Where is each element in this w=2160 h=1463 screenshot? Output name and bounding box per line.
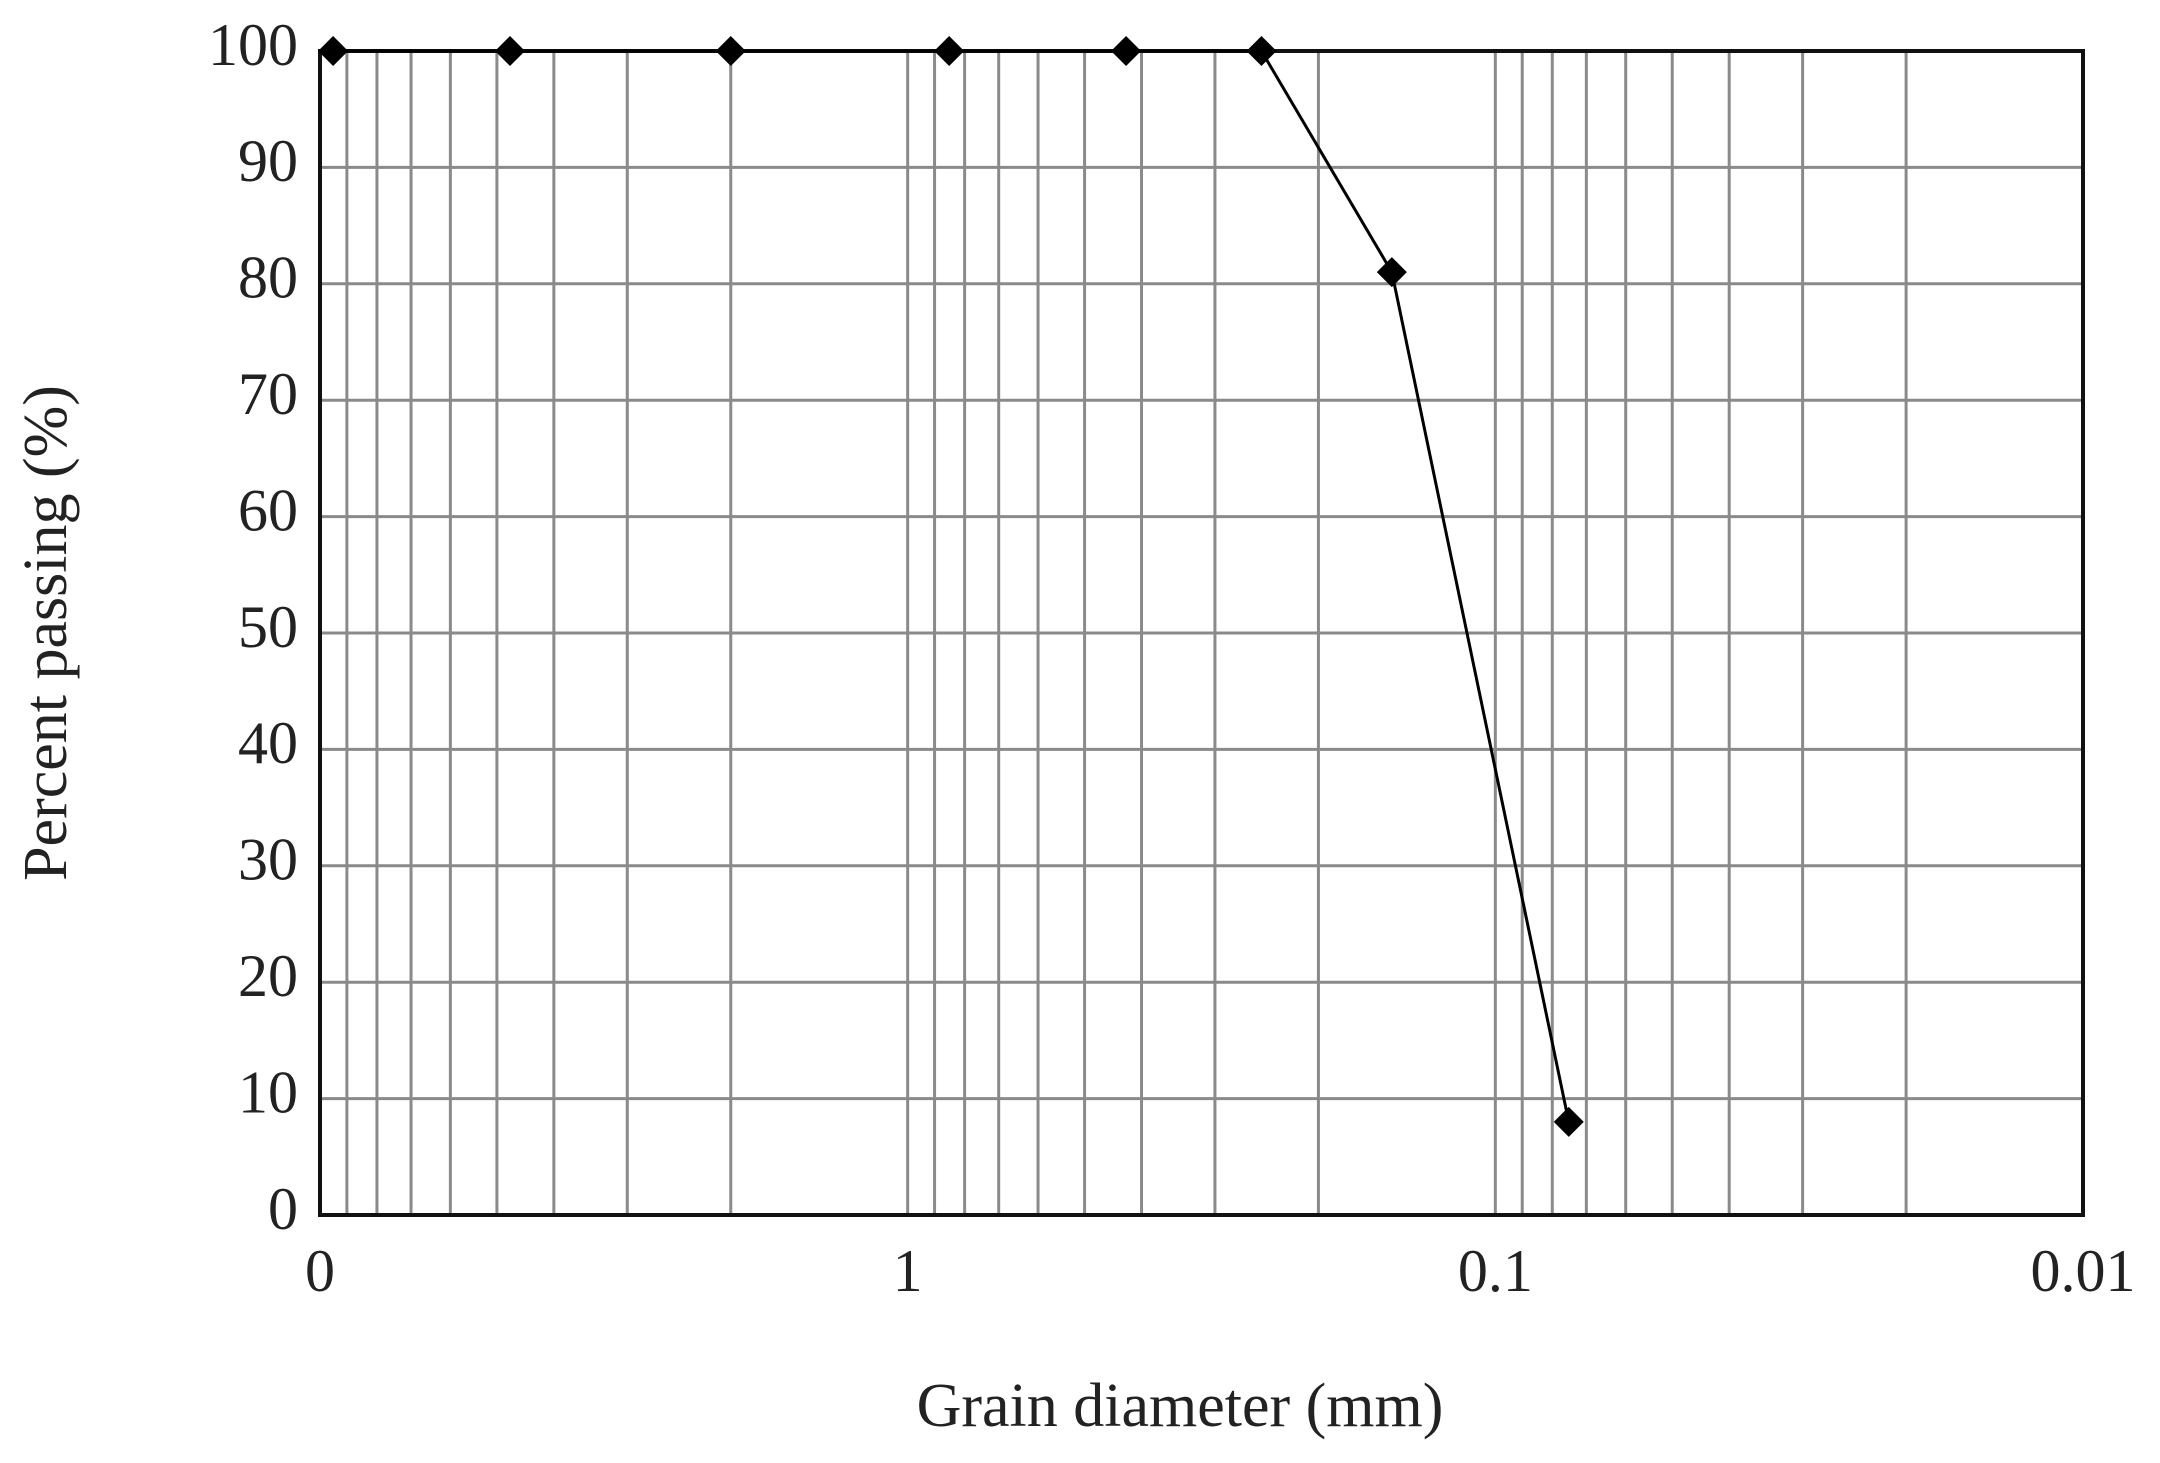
y-tick-label: 80 <box>238 245 298 311</box>
y-tick-label: 40 <box>238 710 298 776</box>
y-tick-label: 70 <box>238 361 298 427</box>
data-point <box>934 36 965 66</box>
data-point <box>715 36 746 66</box>
y-axis-title: Percent passing (%) <box>12 385 80 881</box>
y-tick-label: 30 <box>238 827 298 893</box>
x-axis-title: Grain diameter (mm) <box>917 1372 1444 1440</box>
data-point <box>494 36 525 66</box>
x-tick-label: 0.1 <box>1458 1238 1533 1304</box>
data-line <box>333 49 1571 1123</box>
y-tick-label: 20 <box>238 943 298 1009</box>
y-tick-label: 50 <box>238 594 298 660</box>
data-point <box>1111 36 1142 66</box>
data-point <box>318 36 349 66</box>
y-tick-label: 10 <box>238 1059 298 1125</box>
x-tick-label: 0 <box>305 1238 335 1304</box>
y-tick-label: 60 <box>238 477 298 543</box>
y-tick-label: 90 <box>238 128 298 194</box>
y-tick-label: 100 <box>208 12 298 78</box>
data-point <box>1246 36 1277 66</box>
x-tick-label: 0.01 <box>2031 1238 2136 1304</box>
y-tick-label: 0 <box>268 1176 298 1242</box>
data-point <box>1553 1106 1584 1137</box>
data-point <box>1376 257 1407 288</box>
x-tick-label: 1 <box>893 1238 923 1304</box>
